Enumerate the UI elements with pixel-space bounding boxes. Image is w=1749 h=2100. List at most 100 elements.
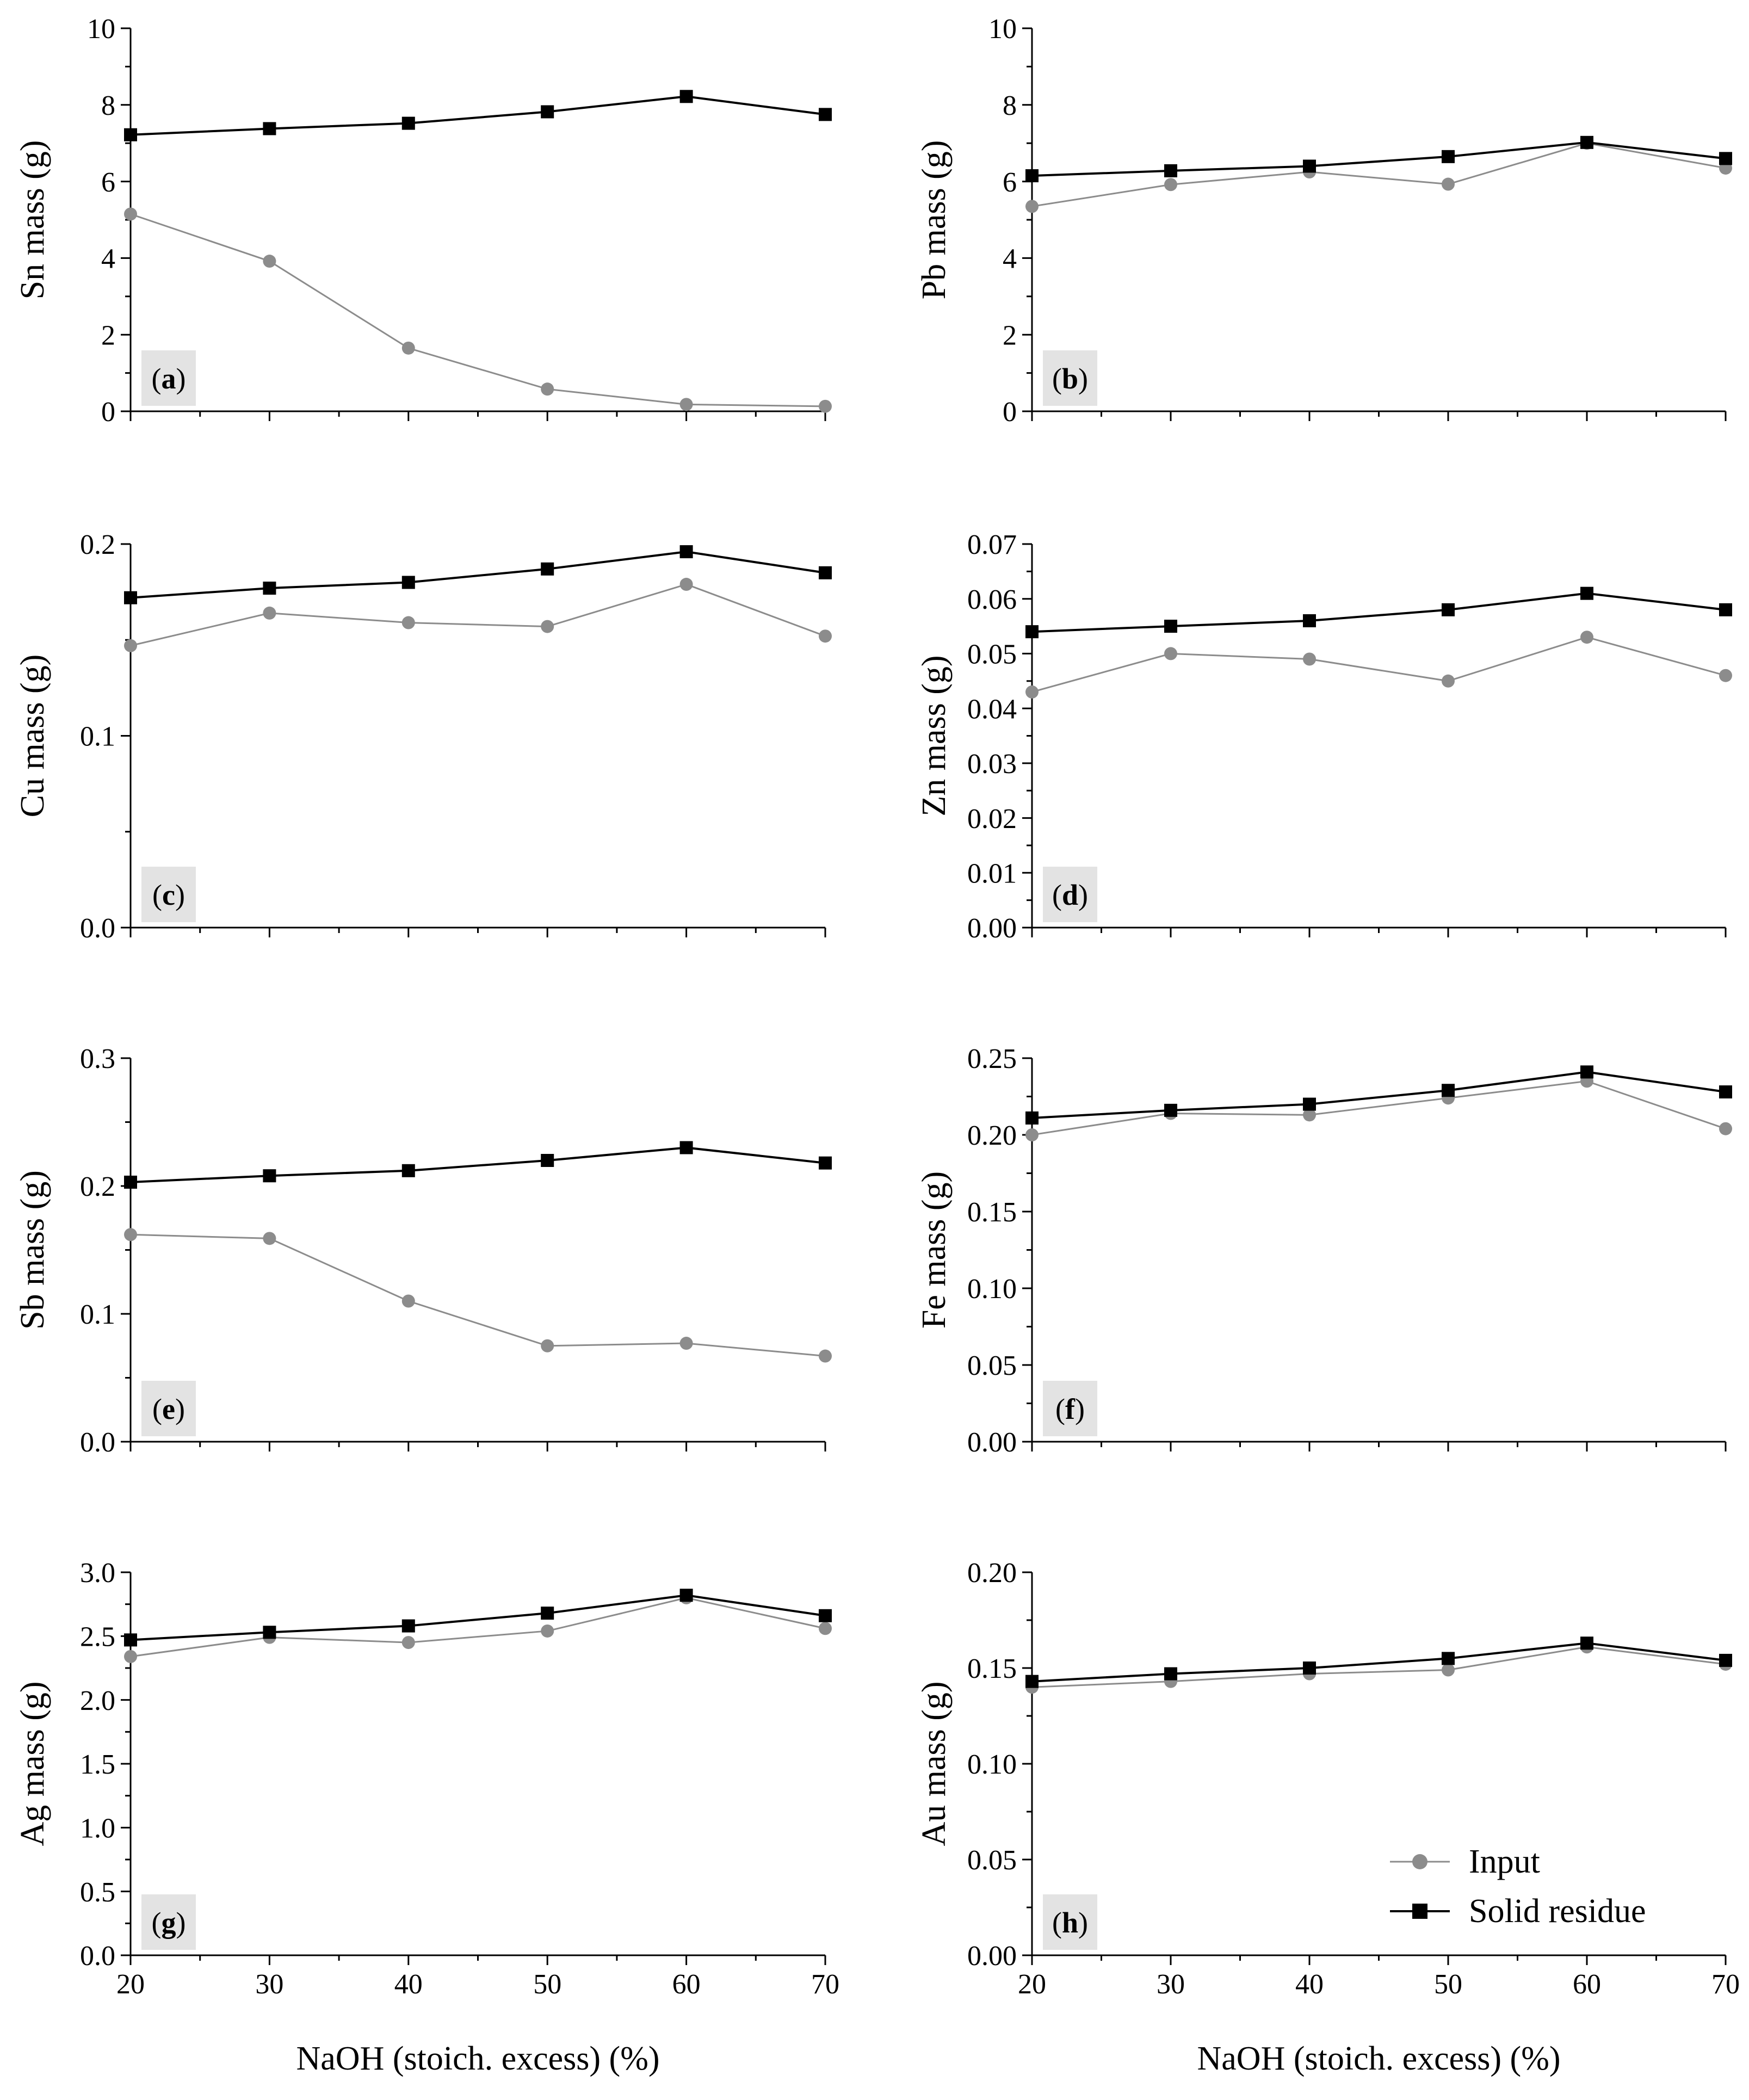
x-tick-label: 20 [1018, 1969, 1046, 2000]
y-tick-label: 0.2 [80, 1171, 115, 1202]
x-tick-label: 70 [811, 1969, 839, 2000]
data-point-input [1025, 1128, 1039, 1141]
series-line-input [1031, 142, 1726, 207]
x-tick-label: 60 [672, 1969, 701, 2000]
y-tick-label: 0.0 [80, 1427, 115, 1458]
data-point-input [1580, 631, 1593, 644]
legend-label-solid-residue: Solid residue [1469, 1893, 1646, 1930]
data-point-solid-residue [1442, 150, 1455, 163]
y-axis-label: Pb mass (g) [916, 140, 953, 300]
panel-tag-box [1043, 1894, 1097, 1950]
panel-tag-box [141, 1894, 196, 1950]
legend-marker-solid-residue [1412, 1904, 1427, 1919]
y-tick-label: 0.07 [967, 529, 1017, 560]
y-tick-label: 0.3 [80, 1043, 115, 1074]
y-tick-label: 0.10 [967, 1749, 1017, 1780]
y-tick-label: 8 [101, 90, 115, 121]
data-point-solid-residue [1303, 1662, 1316, 1675]
y-axis-label: Sb mass (g) [14, 1170, 51, 1330]
panel-tag-box [1043, 350, 1097, 406]
panel-tag-box [141, 1381, 196, 1436]
y-tick-label: 2 [101, 320, 115, 351]
y-tick-label: 0 [101, 397, 115, 428]
data-point-solid-residue [1025, 1111, 1039, 1125]
x-tick-label: 50 [533, 1969, 561, 2000]
series-line-input [130, 1597, 826, 1658]
y-tick-label: 3.0 [80, 1558, 115, 1589]
x-tick-label: 30 [1157, 1969, 1185, 2000]
data-point-solid-residue [1164, 1103, 1177, 1117]
y-tick-label: 0.5 [80, 1877, 115, 1908]
data-point-solid-residue [1719, 603, 1732, 616]
y-tick-label: 0.05 [967, 1845, 1017, 1876]
data-point-input [819, 399, 832, 413]
data-point-input [1303, 652, 1316, 666]
data-point-solid-residue [541, 105, 554, 119]
panel-c: 0.0 0.1 0.2 Cu mass (g) (c) [14, 529, 832, 944]
data-point-input [401, 1294, 415, 1308]
data-point-solid-residue [124, 591, 137, 604]
y-tick-label: 0.20 [967, 1120, 1017, 1151]
data-point-solid-residue [1303, 159, 1316, 173]
data-point-solid-residue [819, 1609, 832, 1622]
data-point-input [1442, 1663, 1455, 1677]
data-point-solid-residue [1442, 1652, 1455, 1665]
x-tick-label: 40 [1295, 1969, 1324, 2000]
panel-e: 0.0 0.1 0.2 0.3 Sb mass (g) (e) [14, 1043, 832, 1458]
y-tick-label: 10 [87, 14, 115, 45]
data-point-input [679, 1337, 693, 1350]
legend-label-input: Input [1469, 1843, 1540, 1880]
data-point-solid-residue [1303, 614, 1316, 627]
panel-tag-box [1043, 1381, 1097, 1436]
y-tick-label: 1.0 [80, 1813, 115, 1844]
series-line-input [1031, 1646, 1726, 1688]
data-point-solid-residue [541, 1607, 554, 1620]
data-point-solid-residue [819, 1156, 832, 1170]
data-point-solid-residue [1580, 1065, 1593, 1079]
data-point-input [819, 629, 832, 643]
y-axis-label: Ag mass (g) [14, 1681, 51, 1846]
data-point-input [1719, 669, 1732, 682]
data-point-input [401, 341, 415, 355]
data-point-solid-residue [679, 90, 693, 103]
data-point-input [541, 1624, 554, 1638]
x-tick-label: 60 [1573, 1969, 1601, 2000]
y-tick-label: 2.0 [80, 1685, 115, 1716]
x-axis-label: NaOH (stoich. excess) (%) [296, 2040, 660, 2077]
data-point-solid-residue [1025, 1675, 1039, 1688]
y-axis-label: Cu mass (g) [14, 654, 51, 818]
data-point-solid-residue [1442, 603, 1455, 616]
panel-g: 0.0 0.5 1.0 1.5 2.0 2.5 3.0 20 30 40 50 60 70 Ag mass… [14, 1558, 839, 2077]
series-line-input [130, 583, 826, 647]
panel-tag-box [141, 350, 196, 406]
data-point-solid-residue [1580, 135, 1593, 149]
series-line-solid-residue [130, 95, 826, 136]
series-line-solid-residue [130, 1146, 826, 1183]
data-point-input [401, 1636, 415, 1650]
data-point-solid-residue [263, 1626, 276, 1639]
y-tick-label: 10 [988, 14, 1017, 45]
data-point-input [1442, 674, 1455, 688]
y-tick-label: 0.10 [967, 1274, 1017, 1305]
series-line-solid-residue [1031, 141, 1726, 177]
panel-b: 0 2 4 6 8 10 Pb mass (g) (b) [916, 14, 1732, 428]
series-line-solid-residue [130, 1594, 826, 1641]
data-point-input [1303, 1108, 1316, 1122]
series-line-input [130, 1233, 826, 1357]
y-tick-label: 0.03 [967, 749, 1017, 780]
y-tick-label: 0 [1003, 397, 1017, 428]
series-line-input [1031, 1080, 1726, 1136]
panel-tag: (f) [1055, 1393, 1085, 1425]
data-point-solid-residue [679, 1589, 693, 1602]
legend: Input Solid residue [1390, 1843, 1646, 1930]
panel-tag: (g) [152, 1906, 186, 1939]
data-point-input [819, 1622, 832, 1635]
data-point-input [679, 578, 693, 591]
series-line-solid-residue [1031, 592, 1726, 633]
panel-tag: (a) [152, 362, 186, 395]
data-point-solid-residue [124, 128, 137, 141]
data-point-solid-residue [401, 1619, 415, 1633]
series-line-solid-residue [130, 551, 826, 599]
series-line-input [1031, 636, 1726, 693]
